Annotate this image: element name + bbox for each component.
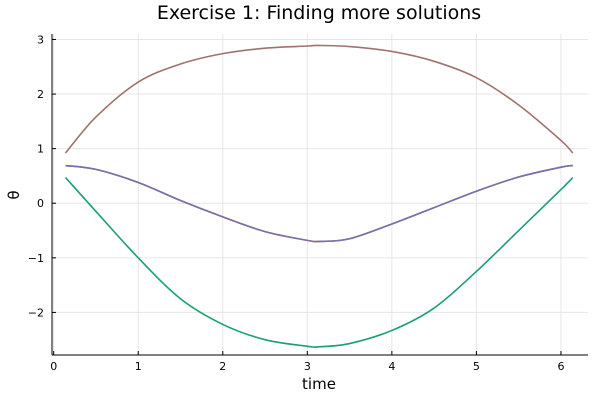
series-line-4 [64, 44, 574, 154]
x-tick-label: 3 [304, 360, 311, 373]
ticks: 0 1 2 3 4 5 6 −2 −1 0 1 2 3 [28, 33, 565, 373]
y-tick-label: 0 [37, 197, 44, 210]
y-axis-label: θ [5, 190, 23, 199]
x-tick-label: 4 [388, 360, 395, 373]
y-tick-label: −1 [28, 252, 44, 265]
series-line-3 [65, 164, 573, 243]
y-tick-label: 3 [37, 33, 44, 46]
x-tick-label: 0 [50, 360, 57, 373]
y-tick-label: 1 [37, 143, 44, 156]
x-tick-label: 5 [473, 360, 480, 373]
series-group [64, 44, 574, 348]
grid [52, 34, 588, 355]
x-tick-label: 1 [135, 360, 142, 373]
x-tick-label: 6 [557, 360, 564, 373]
x-axis-label: time [302, 375, 336, 393]
y-tick-label: 2 [37, 88, 44, 101]
axes [51, 34, 588, 356]
y-tick-label: −2 [28, 306, 44, 319]
series-line-1 [64, 177, 574, 348]
chart-title: Exercise 1: Finding more solutions [157, 2, 481, 24]
x-tick-label: 2 [219, 360, 226, 373]
